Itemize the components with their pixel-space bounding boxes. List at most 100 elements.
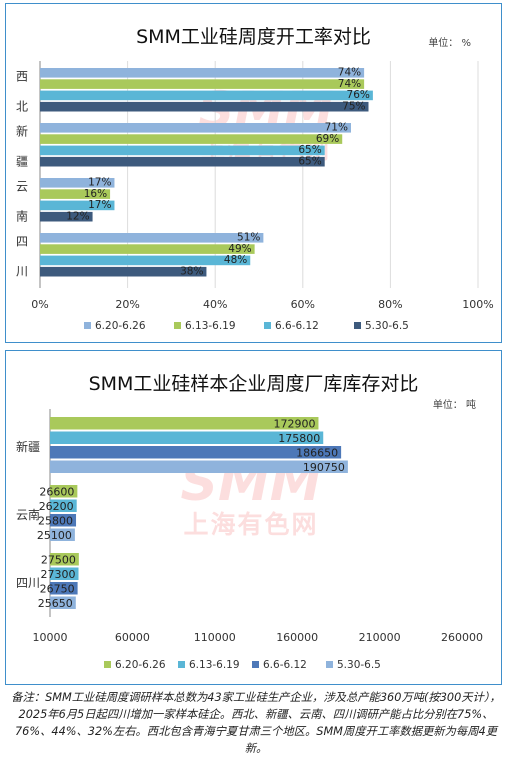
footnote: 备注：SMM工业硅周度调研样本总数为43家工业硅生产企业，涉及总产能360万吨(… xyxy=(11,691,501,755)
bar-四川-6.13-6.19 xyxy=(50,567,79,580)
data-label: 17% xyxy=(88,199,111,211)
x-tick-label: 10000 xyxy=(33,631,68,644)
legend-label: 6.6-6.12 xyxy=(275,320,319,332)
data-label: 26750 xyxy=(40,583,75,596)
bar-云南-5.30-6.5 xyxy=(40,211,93,222)
utilization-unit-label: 单位： % xyxy=(428,38,471,49)
legend-swatch xyxy=(354,322,361,329)
bar-新疆-6.20-6.26 xyxy=(50,417,319,430)
category-label-云南: 云南 xyxy=(16,507,40,522)
data-label: 74% xyxy=(338,67,361,79)
category-label-新疆: 新 xyxy=(16,124,28,139)
bar-四川-6.20-6.26 xyxy=(40,233,264,243)
bar-云南-6.20-6.26 xyxy=(50,485,78,498)
legend-swatch xyxy=(264,322,271,329)
utilization-chart-title: SMM工业硅周度开工率对比 xyxy=(136,26,371,48)
x-tick-label: 40% xyxy=(203,298,227,311)
bar-新疆-6.6-6.12 xyxy=(40,145,325,156)
data-label: 65% xyxy=(298,144,321,156)
data-label: 38% xyxy=(180,266,203,278)
legend-swatch xyxy=(252,661,259,668)
data-label: 27300 xyxy=(41,568,76,581)
data-label: 25100 xyxy=(37,529,72,542)
x-tick-label: 80% xyxy=(378,298,402,311)
data-label: 27500 xyxy=(41,554,76,567)
legend-label: 5.30-6.5 xyxy=(365,320,409,332)
legend-swatch xyxy=(178,661,185,668)
category-label-四川: 四 xyxy=(16,235,28,249)
x-tick-label: 210000 xyxy=(359,631,401,644)
category-label-云南: 云 xyxy=(16,180,28,194)
legend-label: 6.20-6.26 xyxy=(95,320,146,332)
data-label: 25650 xyxy=(38,597,73,610)
data-label: 69% xyxy=(316,133,339,145)
data-label: 71% xyxy=(325,122,348,134)
x-tick-label: 160000 xyxy=(276,631,318,644)
bar-云南-6.20-6.26 xyxy=(40,178,115,188)
bar-四川-6.13-6.19 xyxy=(40,244,255,254)
bar-西北-5.30-6.5 xyxy=(40,101,369,112)
data-label: 172900 xyxy=(273,418,315,431)
bar-新疆-5.30-6.5 xyxy=(40,156,325,167)
category-label-新疆: 疆 xyxy=(16,155,28,169)
legend-label: 6.13-6.19 xyxy=(189,659,240,671)
data-label: 17% xyxy=(88,177,111,189)
bar-西北-6.6-6.12 xyxy=(40,90,373,101)
data-label: 49% xyxy=(228,243,251,255)
bar-新疆-6.20-6.26 xyxy=(40,123,351,133)
bar-新疆-6.13-6.19 xyxy=(50,431,324,444)
inventory-unit-label: 单位： 吨 xyxy=(432,400,476,411)
data-label: 76% xyxy=(347,89,370,101)
data-label: 12% xyxy=(66,211,89,223)
inventory-chart-title: SMM工业硅样本企业周度厂库库存对比 xyxy=(88,373,419,395)
data-label: 51% xyxy=(237,232,260,244)
x-tick-label: 0% xyxy=(31,298,48,311)
category-label-四川: 川 xyxy=(16,265,28,279)
legend-label: 5.30-6.5 xyxy=(337,659,381,671)
x-tick-label: 60% xyxy=(291,298,315,311)
bar-新疆-6.13-6.19 xyxy=(40,134,343,144)
x-tick-label: 60000 xyxy=(115,631,150,644)
x-tick-label: 20% xyxy=(115,298,139,311)
data-label: 65% xyxy=(298,156,321,168)
bar-四川-6.6-6.12 xyxy=(40,255,251,266)
bar-四川-5.30-6.5 xyxy=(40,266,207,277)
bar-四川-6.20-6.26 xyxy=(50,553,79,566)
category-label-云南: 南 xyxy=(16,209,28,224)
bar-云南-6.6-6.12 xyxy=(50,514,77,527)
data-label: 74% xyxy=(338,78,361,90)
category-label-新疆: 新疆 xyxy=(16,439,40,454)
bar-云南-5.30-6.5 xyxy=(50,528,75,541)
data-label: 186650 xyxy=(296,447,338,460)
bar-新疆-5.30-6.5 xyxy=(50,460,348,473)
category-label-四川: 四川 xyxy=(16,576,40,590)
legend-swatch xyxy=(174,322,181,329)
data-label: 190750 xyxy=(303,461,345,474)
legend-swatch xyxy=(104,661,111,668)
data-label: 175800 xyxy=(278,432,320,445)
data-label: 26200 xyxy=(39,500,74,513)
legend-label: 6.13-6.19 xyxy=(185,320,236,332)
legend-swatch xyxy=(84,322,91,329)
utilization-chart-svg: 0% 20% 40% 60% 80% 100%74%74%76%75%西北71%69%65… xyxy=(16,61,494,332)
utilization-chart-panel: SMM工业硅周度开工率对比 单位： % SMM 上海有色网 0%20%40%60… xyxy=(5,3,502,343)
bar-西北-6.13-6.19 xyxy=(40,79,365,89)
bar-西北-6.20-6.26 xyxy=(40,68,365,78)
bar-云南-6.13-6.19 xyxy=(50,499,77,512)
bar-新疆-6.6-6.12 xyxy=(50,446,342,459)
data-label: 25800 xyxy=(38,515,73,528)
inventory-chart-svg: 10000 60000 110000 160000 210000 260000 172900… xyxy=(16,409,483,671)
data-label: 16% xyxy=(84,188,107,200)
data-label: 26600 xyxy=(39,486,74,499)
x-tick-label: 110000 xyxy=(194,631,236,644)
legend-label: 6.6-6.12 xyxy=(263,659,307,671)
x-tick-label: 260000 xyxy=(441,631,483,644)
category-label-西北: 西 xyxy=(16,70,28,84)
bar-云南-6.13-6.19 xyxy=(40,189,111,199)
category-label-西北: 北 xyxy=(16,100,28,114)
x-tick-label: 100% xyxy=(462,298,493,311)
legend-swatch xyxy=(326,661,333,668)
data-label: 75% xyxy=(342,101,365,113)
bar-四川-6.6-6.12 xyxy=(50,582,78,595)
data-label: 48% xyxy=(224,254,247,266)
